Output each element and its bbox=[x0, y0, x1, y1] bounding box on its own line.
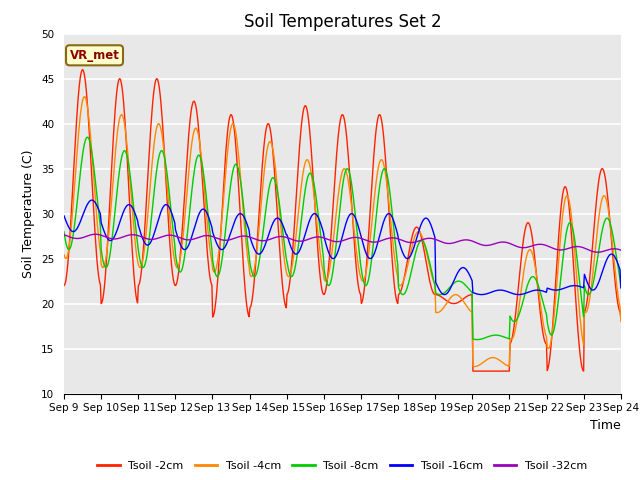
Tsoil -2cm bbox=[469, 368, 477, 374]
Tsoil -32cm bbox=[185, 237, 193, 243]
Tsoil -2cm bbox=[60, 283, 68, 288]
Legend: Tsoil -2cm, Tsoil -4cm, Tsoil -8cm, Tsoil -16cm, Tsoil -32cm: Tsoil -2cm, Tsoil -4cm, Tsoil -8cm, Tsoi… bbox=[93, 457, 592, 476]
Tsoil -16cm bbox=[515, 292, 522, 298]
Tsoil -16cm bbox=[70, 228, 78, 234]
Tsoil -4cm bbox=[428, 270, 435, 276]
Y-axis label: Soil Temperature (C): Soil Temperature (C) bbox=[22, 149, 35, 278]
Tsoil -2cm bbox=[79, 67, 86, 72]
Tsoil -8cm bbox=[214, 273, 222, 279]
Tsoil -4cm bbox=[80, 94, 88, 99]
Tsoil -8cm bbox=[83, 134, 91, 140]
Line: Tsoil -2cm: Tsoil -2cm bbox=[64, 70, 621, 371]
Tsoil -2cm bbox=[428, 284, 435, 289]
Line: Tsoil -16cm: Tsoil -16cm bbox=[64, 200, 621, 295]
Tsoil -2cm bbox=[128, 246, 136, 252]
Tsoil -4cm bbox=[411, 234, 419, 240]
Tsoil -32cm bbox=[428, 236, 435, 241]
Tsoil -8cm bbox=[185, 218, 193, 224]
Tsoil -4cm bbox=[617, 319, 625, 324]
Tsoil -16cm bbox=[60, 213, 68, 219]
Tsoil -4cm bbox=[470, 364, 478, 370]
Tsoil -8cm bbox=[60, 229, 68, 235]
Tsoil -16cm bbox=[128, 204, 136, 210]
Tsoil -8cm bbox=[473, 336, 481, 342]
Tsoil -32cm bbox=[128, 232, 136, 238]
Tsoil -32cm bbox=[411, 240, 419, 245]
Tsoil -2cm bbox=[617, 314, 625, 320]
Tsoil -8cm bbox=[428, 266, 435, 272]
Line: Tsoil -32cm: Tsoil -32cm bbox=[64, 234, 621, 252]
Tsoil -32cm bbox=[70, 235, 78, 241]
Line: Tsoil -8cm: Tsoil -8cm bbox=[64, 137, 621, 339]
Tsoil -16cm bbox=[185, 242, 193, 248]
Tsoil -16cm bbox=[617, 285, 625, 291]
Tsoil -32cm bbox=[617, 247, 625, 253]
Tsoil -4cm bbox=[214, 254, 222, 260]
Tsoil -32cm bbox=[214, 236, 222, 241]
Tsoil -2cm bbox=[411, 226, 419, 231]
Tsoil -2cm bbox=[214, 272, 222, 277]
Tsoil -16cm bbox=[214, 243, 222, 249]
Tsoil -32cm bbox=[60, 232, 68, 238]
Text: VR_met: VR_met bbox=[70, 49, 120, 62]
Tsoil -4cm bbox=[185, 170, 193, 176]
Tsoil -32cm bbox=[92, 231, 100, 237]
Tsoil -8cm bbox=[70, 226, 78, 232]
Tsoil -4cm bbox=[128, 205, 136, 211]
X-axis label: Time: Time bbox=[590, 419, 621, 432]
Tsoil -2cm bbox=[70, 160, 78, 166]
Tsoil -4cm bbox=[70, 189, 78, 195]
Tsoil -16cm bbox=[88, 197, 96, 203]
Title: Soil Temperatures Set 2: Soil Temperatures Set 2 bbox=[244, 12, 441, 31]
Tsoil -8cm bbox=[128, 190, 136, 196]
Tsoil -8cm bbox=[617, 283, 625, 288]
Tsoil -32cm bbox=[594, 249, 602, 255]
Tsoil -8cm bbox=[411, 253, 419, 259]
Tsoil -16cm bbox=[428, 222, 435, 228]
Line: Tsoil -4cm: Tsoil -4cm bbox=[64, 96, 621, 367]
Tsoil -4cm bbox=[60, 252, 68, 257]
Tsoil -16cm bbox=[411, 241, 419, 247]
Tsoil -2cm bbox=[185, 132, 193, 138]
